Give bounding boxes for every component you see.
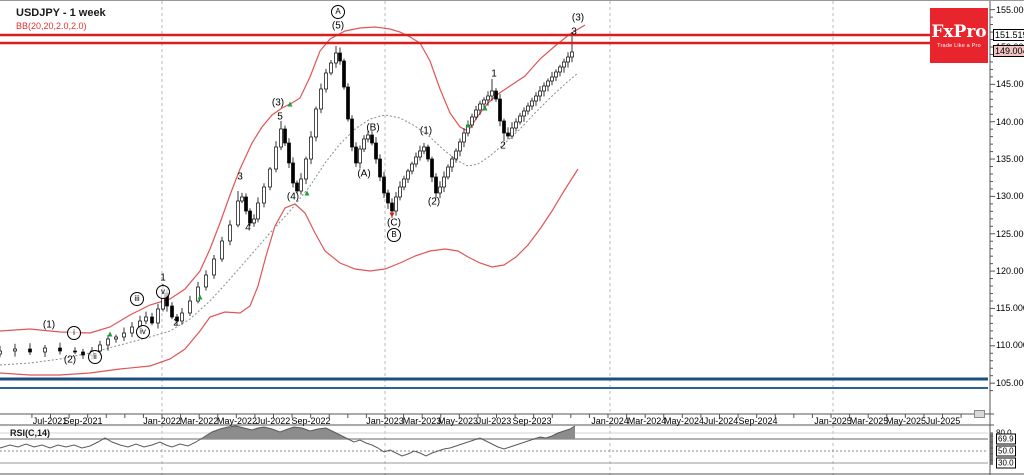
fxpro-logo: FxPro Trade Like a Pro bbox=[930, 8, 988, 63]
symbol-title: USDJPY - 1 week bbox=[16, 7, 106, 19]
rsi-indicator-label: RSI(C,14) bbox=[10, 428, 51, 438]
pane-resize-handle[interactable] bbox=[974, 410, 985, 418]
indicator-label: BB(20,20,2.0,2.0) bbox=[16, 21, 87, 31]
fxpro-logo-text: FxPro bbox=[931, 21, 987, 42]
fxpro-tagline: Trade Like a Pro bbox=[937, 42, 981, 49]
